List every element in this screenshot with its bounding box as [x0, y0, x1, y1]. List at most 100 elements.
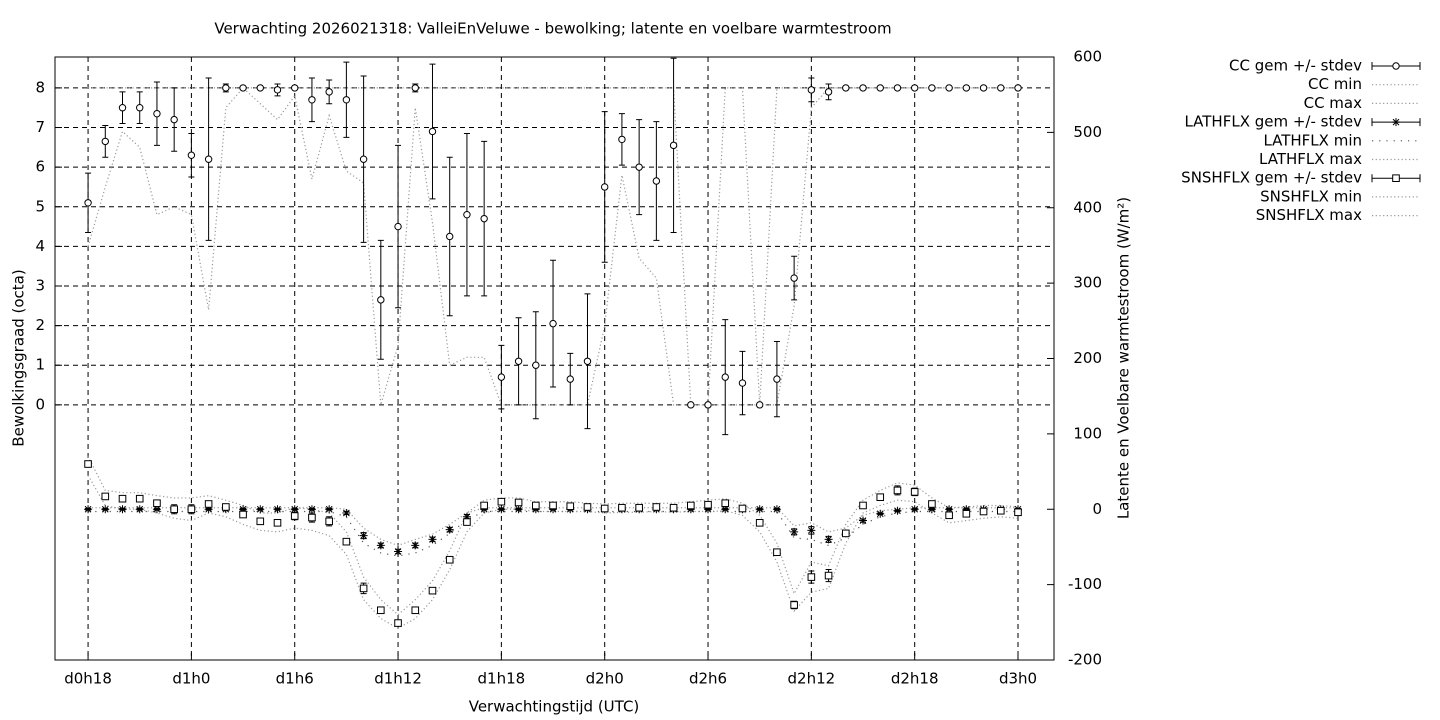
- data-point: [755, 519, 764, 527]
- data-point: [256, 505, 265, 514]
- legend-label: CC max: [1304, 94, 1363, 112]
- data-point: [996, 506, 1005, 515]
- data-point: [394, 619, 402, 627]
- data-point: [979, 507, 988, 516]
- data-point: [893, 486, 902, 495]
- data-point: [755, 401, 764, 409]
- y-tick-label: 3: [35, 276, 45, 294]
- data-point: [84, 505, 93, 514]
- data-point: [652, 177, 661, 185]
- data-point: [239, 84, 247, 92]
- data-point: [256, 84, 264, 92]
- data-point: [446, 232, 454, 241]
- data-point: [790, 601, 798, 609]
- data-point: [721, 499, 730, 508]
- chart-title: Verwachting 2026021318: ValleiEnVeluwe -…: [214, 20, 891, 38]
- data-point: [84, 460, 92, 468]
- data-point: [118, 104, 127, 112]
- data-point: [566, 375, 574, 383]
- data-point: [600, 504, 609, 513]
- data-point: [170, 115, 178, 124]
- x-tick-label: d2h6: [689, 670, 727, 688]
- data-point: [445, 525, 454, 534]
- legend-label: SNSHFLX min: [1260, 187, 1362, 205]
- data-point: [755, 505, 764, 514]
- data-point: [136, 104, 144, 112]
- data-point: [979, 84, 988, 92]
- legend-label: LATHFLX max: [1259, 150, 1362, 168]
- min-max-line: [88, 507, 1019, 547]
- y2-tick-label: -100: [1068, 575, 1102, 593]
- data-point: [376, 541, 385, 550]
- data-point: [411, 606, 420, 615]
- data-point: [394, 222, 402, 231]
- x-tick-label: d3h0: [999, 670, 1037, 688]
- data-point: [704, 505, 713, 514]
- data-point: [359, 155, 368, 163]
- min-max-line: [87, 475, 1019, 630]
- legend-label: LATHFLX min: [1263, 131, 1362, 149]
- data-point: [204, 155, 213, 163]
- data-point: [790, 527, 799, 536]
- data-point: [445, 555, 454, 564]
- data-point: [824, 88, 833, 96]
- data-point: [497, 505, 506, 514]
- data-point: [927, 505, 936, 514]
- data-point: [342, 96, 351, 104]
- data-point: [497, 497, 506, 506]
- x-tick-label: d2h12: [788, 670, 836, 688]
- y-tick-label: 2: [35, 316, 45, 334]
- data-point: [514, 498, 523, 507]
- data-point: [532, 361, 540, 369]
- data-point: [945, 505, 954, 514]
- data-point: [307, 505, 316, 514]
- x-tick-label: d2h0: [586, 670, 624, 688]
- data-point: [824, 571, 833, 580]
- x-tick-label: d1h6: [276, 670, 314, 688]
- data-point: [514, 505, 523, 514]
- y-tick-label: 4: [35, 237, 45, 255]
- data-point: [1014, 84, 1022, 92]
- data-point: [256, 517, 265, 526]
- y-tick-label: 6: [35, 158, 45, 176]
- y2-tick-label: 0: [1092, 500, 1102, 518]
- data-point: [273, 86, 282, 94]
- data-point: [721, 373, 729, 381]
- data-point: [635, 503, 643, 512]
- data-point: [273, 505, 282, 514]
- data-point: [566, 502, 575, 511]
- data-point: [497, 373, 506, 381]
- data-point: [480, 501, 488, 510]
- data-point: [118, 505, 127, 514]
- data-point: [152, 505, 161, 514]
- data-point: [600, 183, 609, 191]
- data-point: [273, 519, 282, 527]
- data-point: [928, 84, 936, 92]
- y2-tick-label: 600: [1073, 48, 1102, 66]
- data-point: [187, 151, 196, 159]
- data-point: [308, 513, 316, 522]
- data-point: [463, 210, 471, 219]
- data-point: [308, 96, 316, 104]
- legend-marker: [1392, 174, 1400, 182]
- data-point: [893, 84, 902, 92]
- data-point: [945, 511, 953, 520]
- data-point: [153, 499, 161, 508]
- data-point: [738, 504, 747, 513]
- data-point: [428, 127, 437, 136]
- data-point: [84, 199, 92, 207]
- data-point: [859, 84, 867, 92]
- data-point: [893, 506, 902, 515]
- data-point: [807, 86, 816, 94]
- data-point: [411, 84, 419, 92]
- data-point: [135, 505, 144, 514]
- min-max-line: [87, 456, 1019, 616]
- data-point: [462, 512, 471, 521]
- x-tick-label: d1h18: [478, 670, 526, 688]
- data-point: [928, 500, 936, 508]
- data-point: [687, 401, 695, 409]
- data-point: [359, 584, 368, 593]
- data-point: [859, 501, 867, 510]
- data-point: [290, 505, 299, 514]
